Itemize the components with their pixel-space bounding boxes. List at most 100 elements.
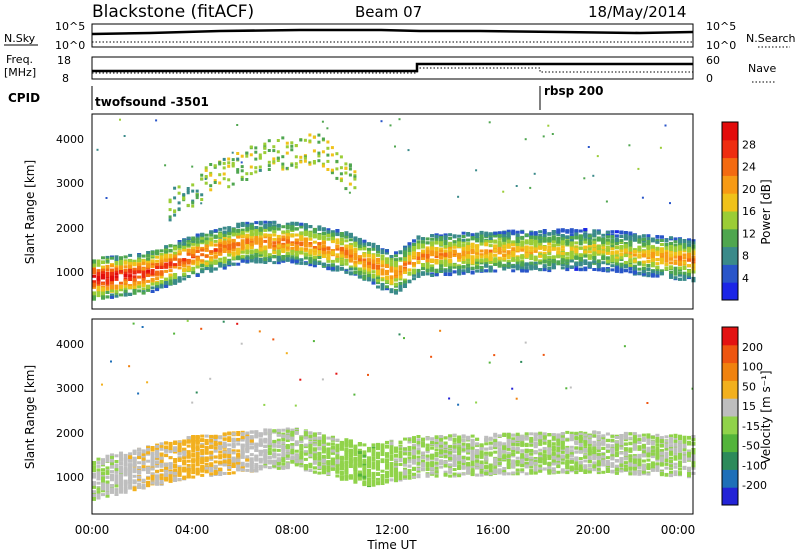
heatmap-cell <box>177 266 182 270</box>
heatmap-cell <box>610 255 615 259</box>
heatmap-cell <box>551 240 556 244</box>
heatmap-cell <box>182 450 187 454</box>
heatmap-cell <box>96 461 101 465</box>
heatmap-cell <box>137 447 142 451</box>
power-cells <box>92 118 696 301</box>
heatmap-cell <box>267 455 272 459</box>
heatmap-cell <box>574 229 579 233</box>
heatmap-cell <box>96 278 101 282</box>
heatmap-cell <box>664 124 667 127</box>
heatmap-cell <box>267 245 272 249</box>
heatmap-cell <box>218 234 223 238</box>
heatmap-cell <box>430 253 435 257</box>
heatmap-cell <box>659 239 664 242</box>
heatmap-cell <box>195 441 200 445</box>
heatmap-cell <box>308 139 312 143</box>
heatmap-cell <box>452 270 457 274</box>
heatmap-cell <box>641 242 646 246</box>
heatmap-cell <box>123 480 128 484</box>
heatmap-cell <box>430 267 435 271</box>
heatmap-cell <box>502 242 507 246</box>
heatmap-cell <box>605 248 610 252</box>
heatmap-cell <box>101 276 105 280</box>
heatmap-cell <box>195 193 199 197</box>
heatmap-cell <box>376 250 380 254</box>
heatmap-cell <box>565 262 570 266</box>
heatmap-cell <box>371 281 376 285</box>
heatmap-cell <box>240 449 245 453</box>
heatmap-cell <box>448 255 453 259</box>
heatmap-cell <box>578 239 583 243</box>
heatmap-cell <box>547 252 552 256</box>
heatmap-cell <box>146 288 151 292</box>
heatmap-cell <box>430 234 435 238</box>
heatmap-cell <box>200 253 205 257</box>
heatmap-cell <box>303 239 308 243</box>
nsky-tick-bottom: 10^0 <box>55 39 85 52</box>
heatmap-cell <box>213 181 217 184</box>
heatmap-cell <box>128 261 133 265</box>
heatmap-cell <box>150 446 155 449</box>
heatmap-cell <box>222 233 227 237</box>
heatmap-cell <box>623 231 628 234</box>
heatmap-cell <box>403 258 407 261</box>
heatmap-cell <box>281 136 285 140</box>
heatmap-cell <box>96 280 101 284</box>
heatmap-cell <box>678 257 682 261</box>
heatmap-cell <box>218 247 223 251</box>
heatmap-cell <box>439 241 444 245</box>
heatmap-cell <box>141 254 146 258</box>
heatmap-cell <box>538 268 543 271</box>
heatmap-cell <box>407 255 412 259</box>
heatmap-cell <box>385 277 389 280</box>
heatmap-cell <box>403 253 407 257</box>
heatmap-cell <box>231 256 236 260</box>
heatmap-cell <box>403 260 407 264</box>
heatmap-cell <box>195 463 200 467</box>
heatmap-cell <box>186 440 191 444</box>
heatmap-cell <box>425 269 430 273</box>
heatmap-cell <box>236 257 241 261</box>
heatmap-cell <box>105 268 110 272</box>
heatmap-cell <box>218 173 222 177</box>
heatmap-cell <box>227 232 232 235</box>
heatmap-cell <box>191 454 196 458</box>
heatmap-cell <box>371 259 376 263</box>
heatmap-cell <box>128 278 133 281</box>
heatmap-cell <box>195 189 199 193</box>
heatmap-cell <box>560 237 565 241</box>
heatmap-cell <box>105 271 110 275</box>
heatmap-cell <box>461 271 466 275</box>
heatmap-cell <box>101 256 105 260</box>
heatmap-cell <box>614 259 619 263</box>
nave-label: Nave <box>748 62 776 75</box>
heatmap-cell <box>614 256 619 260</box>
heatmap-cell <box>209 472 214 476</box>
heatmap-cell <box>227 157 231 161</box>
heatmap-cell <box>137 285 142 289</box>
heatmap-cell <box>263 239 268 243</box>
heatmap-cell <box>452 240 457 244</box>
heatmap-cell <box>637 262 642 266</box>
heatmap-cell <box>610 257 615 261</box>
heatmap-cell <box>177 477 182 481</box>
heatmap-cell <box>168 218 172 222</box>
heatmap-cell <box>263 428 268 432</box>
heatmap-cell <box>276 156 280 160</box>
heatmap-cell <box>96 468 101 472</box>
heatmap-cell <box>227 244 232 248</box>
heatmap-cell <box>394 264 398 268</box>
heatmap-cell <box>655 253 660 257</box>
velocity-panel <box>91 318 694 515</box>
heatmap-cell <box>605 259 610 263</box>
heatmap-cell <box>182 461 187 465</box>
colorbar-tick-label: 15 <box>742 400 756 413</box>
heatmap-cell <box>249 238 254 242</box>
heatmap-cell <box>245 464 250 468</box>
heatmap-cell <box>520 263 525 267</box>
heatmap-cell <box>96 263 101 267</box>
heatmap-cell <box>605 231 610 234</box>
heatmap-cell <box>592 234 597 238</box>
heatmap-cell <box>105 491 110 495</box>
